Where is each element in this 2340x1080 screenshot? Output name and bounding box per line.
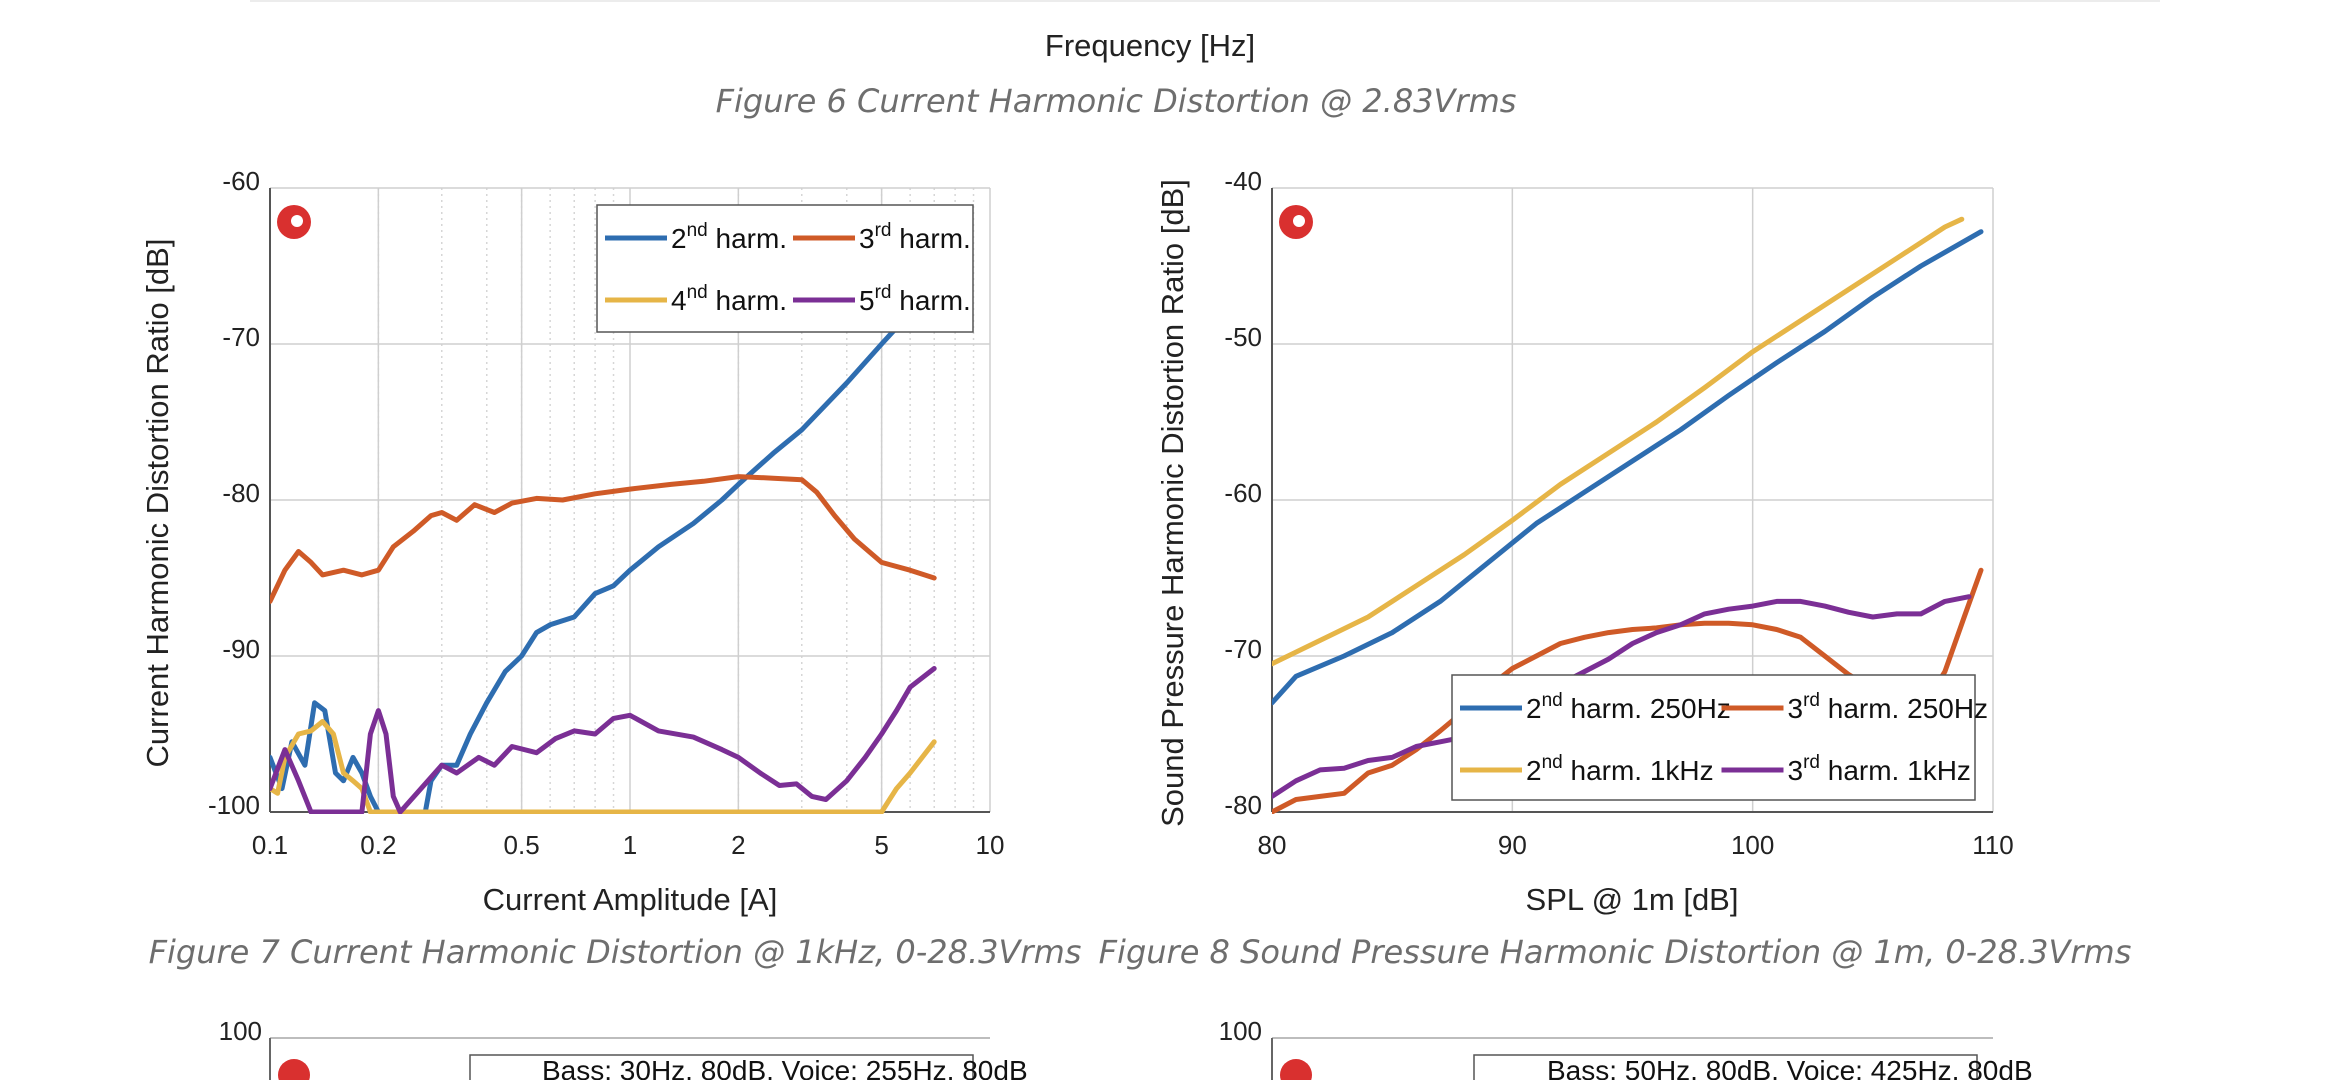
x-tick-label: 110 [1972,830,2013,860]
y-tick-label: -100 [208,790,260,820]
legend-label: 2nd harm. 1kHz [1526,752,1714,786]
x-tick-label: 90 [1498,830,1527,860]
legend-label: 2nd harm. 250Hz [1526,690,1731,724]
figure-7-caption: Figure 7 Current Harmonic Distortion @ 1… [149,933,1082,971]
figure-8-chart: 80 90 100 110 -80 -70 -60 -50 -40 2nd harm. 250Hz… [1155,166,2014,917]
series-line-2nd-harm-250hz [1272,229,1984,706]
figure-10-partial: 100 Bass: 50Hz, 80dB, Voice: 425Hz, 80dB [1219,1016,2033,1080]
brand-logo-dot [291,215,303,227]
series-line-3rd-harm- [270,474,937,604]
x-tick-label: 1 [623,830,637,860]
figure-9-logo [278,1059,310,1080]
y-axis-label: Sound Pressure Harmonic Distortion Ratio… [1155,179,1190,827]
legend-box [596,204,974,333]
figure-10-logo [1280,1059,1312,1080]
y-tick-label: -80 [1224,790,1262,820]
top-figure-edge [250,0,2160,2]
y-tick-label: -80 [222,478,260,508]
x-tick-label: 80 [1258,830,1287,860]
x-tick-label: 10 [976,830,1005,860]
y-tick-label: -90 [222,634,260,664]
series-line-2nd-harm-1khz [1272,216,1965,667]
brand-logo-dot [1293,215,1305,227]
figure-9-partial: 100 Bass: 30Hz, 80dB, Voice: 255Hz, 80dB [219,1016,1028,1080]
legend-label: 3rd harm. 250Hz [1788,690,1989,724]
legend-label: 3rd harm. 1kHz [1788,752,1971,786]
legend-label: 2nd harm. [671,220,787,254]
series-line-5th-harm- [270,666,937,814]
y-tick-label: -60 [222,166,260,196]
figure-9-legend-text: Bass: 30Hz, 80dB, Voice: 255Hz, 80dB [542,1055,1028,1080]
figure-9-ytick-100: 100 [219,1016,262,1046]
figure-7-chart: 0.1 0.2 0.5 1 2 5 10 -100 -90 -80 -70 -60 2nd harm. 3… [140,166,1004,917]
x-axis-label: SPL @ 1m [dB] [1526,882,1739,917]
y-tick-label: -40 [1224,166,1262,196]
top-figure-caption: Figure 6 Current Harmonic Distortion @ 2… [716,82,1517,120]
series-line-3rd-harm-1khz [1272,594,1972,799]
x-tick-label: 0.5 [504,830,540,860]
y-tick-label: -50 [1224,322,1262,352]
series-line-4th-harm- [270,719,937,814]
figure-10-legend-text: Bass: 50Hz, 80dB, Voice: 425Hz, 80dB [1547,1055,2033,1080]
figure-10-legend-box [1473,1054,1978,1080]
legend-label: 5rd harm. [859,282,971,316]
x-tick-label: 0.1 [252,830,288,860]
y-tick-label: -70 [1224,634,1262,664]
series-line-2nd-harm- [270,310,913,814]
y-axis-label: Current Harmonic Distortion Ratio [dB] [140,239,175,768]
x-axis-label: Current Amplitude [A] [483,882,778,917]
top-figure-xlabel: Frequency [Hz] [1045,28,1255,63]
x-tick-label: 100 [1731,830,1774,860]
y-tick-label: -60 [1224,478,1262,508]
legend-label: 4nd harm. [671,282,787,316]
top-figure-fragment: Frequency [Hz] Figure 6 Current Harmonic… [250,0,2160,120]
y-tick-label: -70 [222,322,260,352]
figure-8-caption: Figure 8 Sound Pressure Harmonic Distort… [1099,933,2132,971]
figure-9-legend-box [469,1054,974,1080]
legend-box [1451,674,1976,801]
x-tick-label: 0.2 [360,830,396,860]
x-tick-label: 5 [874,830,888,860]
legend-label: 3rd harm. [859,220,971,254]
x-tick-label: 2 [731,830,745,860]
figure-10-ytick-100: 100 [1219,1016,1262,1046]
